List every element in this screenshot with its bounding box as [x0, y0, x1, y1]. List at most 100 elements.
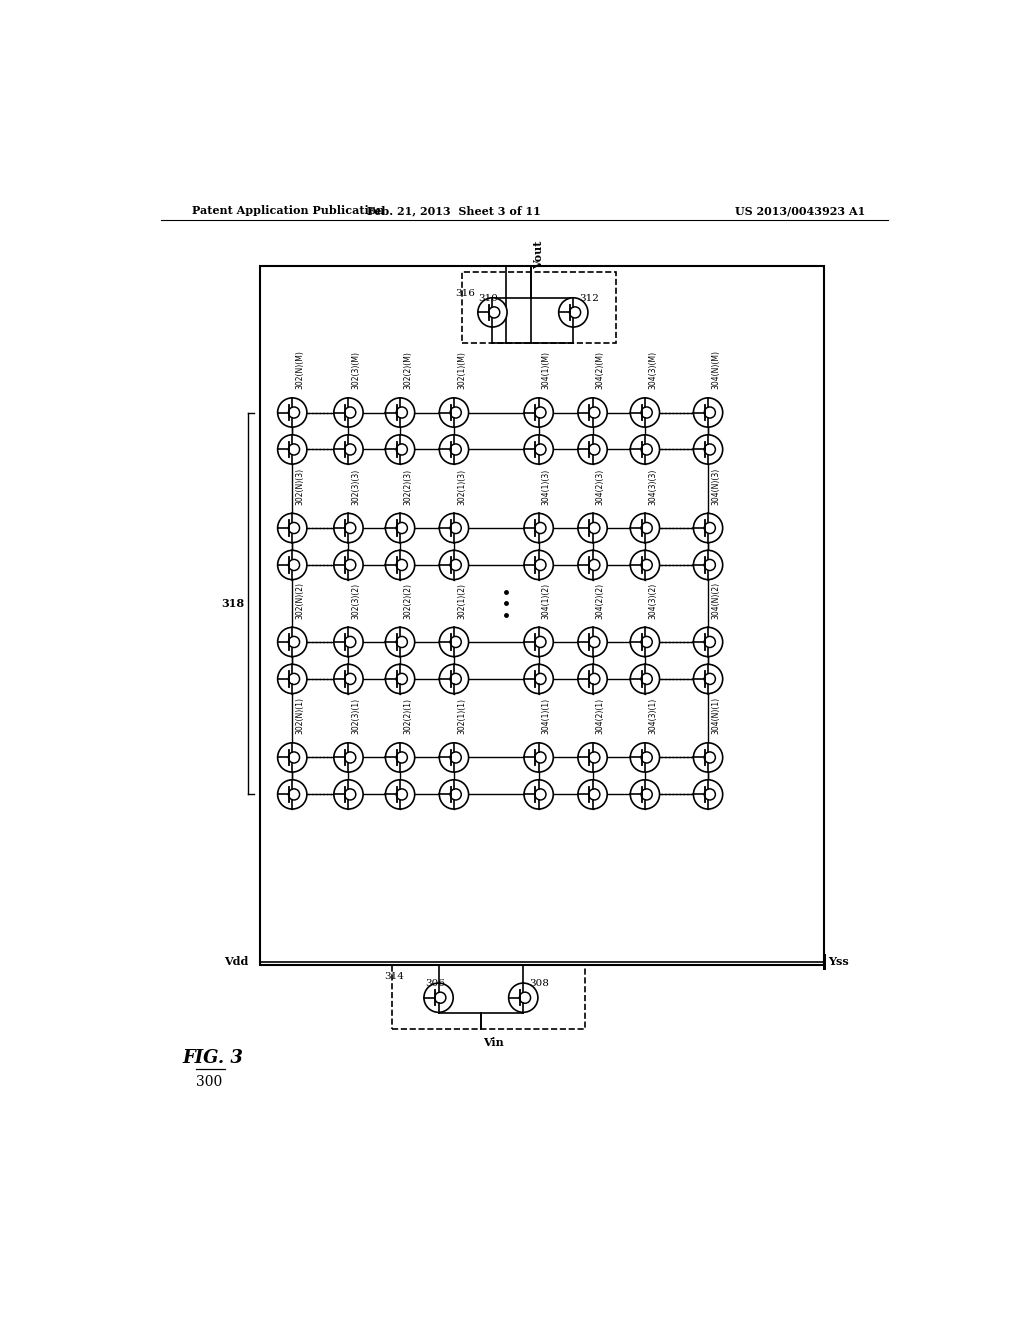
Circle shape: [451, 560, 461, 570]
Circle shape: [334, 434, 364, 465]
Bar: [392, 965, 585, 1028]
Circle shape: [524, 743, 553, 772]
Circle shape: [278, 513, 307, 543]
Text: 302(3)(3): 302(3)(3): [351, 469, 360, 506]
Text: 302(N)(2): 302(N)(2): [295, 582, 304, 619]
Text: Patent Application Publication: Patent Application Publication: [193, 206, 385, 216]
Text: 302(1)(M): 302(1)(M): [457, 351, 466, 389]
Circle shape: [439, 743, 469, 772]
Circle shape: [535, 752, 546, 763]
Circle shape: [439, 550, 469, 579]
Circle shape: [334, 664, 364, 693]
Circle shape: [578, 627, 607, 656]
Circle shape: [334, 627, 364, 656]
Circle shape: [451, 752, 461, 763]
Circle shape: [524, 780, 553, 809]
Bar: [260, 267, 823, 965]
Circle shape: [278, 743, 307, 772]
Circle shape: [589, 789, 600, 800]
Circle shape: [334, 550, 364, 579]
Text: 302(3)(1): 302(3)(1): [351, 698, 360, 734]
Circle shape: [524, 627, 553, 656]
Circle shape: [578, 397, 607, 428]
Bar: [462, 272, 615, 343]
Circle shape: [385, 550, 415, 579]
Circle shape: [289, 560, 300, 570]
Circle shape: [569, 306, 581, 318]
Circle shape: [345, 560, 355, 570]
Text: 302(2)(3): 302(2)(3): [403, 469, 412, 506]
Circle shape: [705, 673, 716, 685]
Circle shape: [278, 627, 307, 656]
Text: 306: 306: [425, 979, 444, 989]
Circle shape: [451, 407, 461, 418]
Circle shape: [535, 673, 546, 685]
Circle shape: [451, 636, 461, 648]
Circle shape: [641, 789, 652, 800]
Circle shape: [693, 513, 723, 543]
Text: 304(2)(3): 304(2)(3): [596, 469, 604, 506]
Circle shape: [589, 673, 600, 685]
Text: Yss: Yss: [828, 956, 849, 968]
Circle shape: [345, 789, 355, 800]
Circle shape: [278, 780, 307, 809]
Circle shape: [385, 780, 415, 809]
Circle shape: [278, 550, 307, 579]
Circle shape: [451, 789, 461, 800]
Text: Vin: Vin: [483, 1038, 504, 1048]
Circle shape: [519, 993, 530, 1003]
Text: 302(2)(M): 302(2)(M): [403, 351, 412, 389]
Circle shape: [705, 560, 716, 570]
Text: 304(3)(3): 304(3)(3): [648, 469, 657, 506]
Circle shape: [396, 523, 408, 533]
Circle shape: [439, 627, 469, 656]
Circle shape: [509, 983, 538, 1012]
Circle shape: [278, 664, 307, 693]
Text: Feb. 21, 2013  Sheet 3 of 11: Feb. 21, 2013 Sheet 3 of 11: [367, 206, 541, 216]
Text: 300: 300: [196, 1074, 222, 1089]
Circle shape: [631, 780, 659, 809]
Circle shape: [345, 444, 355, 455]
Circle shape: [385, 434, 415, 465]
Circle shape: [524, 434, 553, 465]
Circle shape: [693, 664, 723, 693]
Text: US 2013/0043923 A1: US 2013/0043923 A1: [735, 206, 865, 216]
Circle shape: [589, 407, 600, 418]
Circle shape: [578, 780, 607, 809]
Circle shape: [385, 627, 415, 656]
Circle shape: [424, 983, 454, 1012]
Circle shape: [524, 513, 553, 543]
Text: 304(2)(M): 304(2)(M): [596, 351, 604, 389]
Text: 310: 310: [478, 294, 499, 302]
Circle shape: [641, 523, 652, 533]
Circle shape: [345, 673, 355, 685]
Circle shape: [334, 743, 364, 772]
Circle shape: [589, 560, 600, 570]
Circle shape: [693, 780, 723, 809]
Text: 302(2)(1): 302(2)(1): [403, 698, 412, 734]
Circle shape: [578, 434, 607, 465]
Circle shape: [478, 298, 507, 327]
Text: 304(1)(1): 304(1)(1): [542, 698, 551, 734]
Circle shape: [589, 444, 600, 455]
Text: 304(2)(1): 304(2)(1): [596, 698, 604, 734]
Circle shape: [524, 550, 553, 579]
Text: 304(N)(M): 304(N)(M): [711, 350, 720, 389]
Text: 302(N)(1): 302(N)(1): [295, 697, 304, 734]
Circle shape: [396, 444, 408, 455]
Circle shape: [289, 444, 300, 455]
Circle shape: [524, 664, 553, 693]
Circle shape: [439, 780, 469, 809]
Circle shape: [578, 664, 607, 693]
Text: 302(1)(3): 302(1)(3): [457, 469, 466, 506]
Text: Vout: Vout: [534, 240, 545, 269]
Circle shape: [439, 434, 469, 465]
Text: 302(3)(M): 302(3)(M): [351, 351, 360, 389]
Circle shape: [385, 743, 415, 772]
Circle shape: [631, 434, 659, 465]
Circle shape: [385, 664, 415, 693]
Circle shape: [705, 752, 716, 763]
Circle shape: [439, 664, 469, 693]
Circle shape: [631, 513, 659, 543]
Circle shape: [705, 789, 716, 800]
